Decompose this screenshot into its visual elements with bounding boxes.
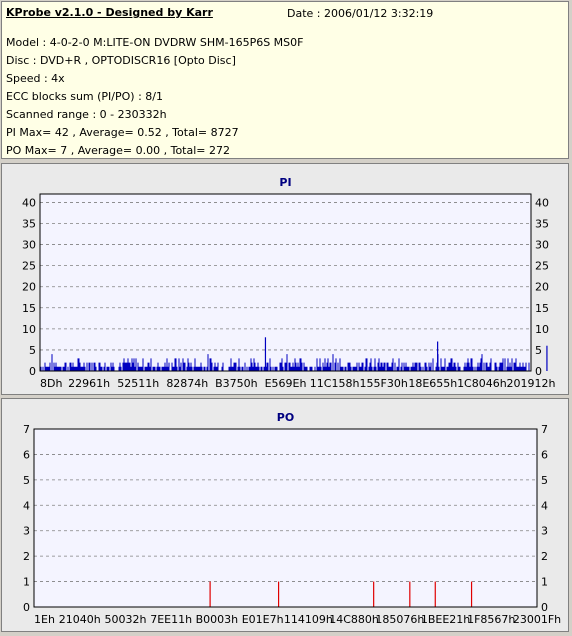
y-tick-label-right: 7 (541, 423, 548, 436)
y-tick-label-left: 40 (22, 196, 36, 209)
x-tick-label: 185076h (375, 613, 424, 626)
x-tick-label: 201912h (507, 377, 556, 390)
y-tick-label-right: 25 (535, 260, 549, 273)
plot-frame (39, 193, 532, 372)
y-tick-label-right: 1 (541, 576, 548, 589)
plot-area (34, 429, 537, 607)
po-chart: PO 0 0 1 1 2 2 3 3 4 4 5 5 6 6 7 7 1Eh 21040h 50032h 7EE11h B… (23, 411, 561, 626)
pi-chart: PI 0 0 5 5 10 10 15 15 20 20 25 25 30 30 35 35 40 40 8Dh 229… (22, 176, 556, 390)
x-tick-label: 8Dh (40, 377, 62, 390)
x-tick-label: 11C158h (310, 377, 360, 390)
y-tick-label-left: 5 (23, 474, 30, 487)
y-tick-label-left: 6 (23, 448, 30, 461)
x-tick-label: 82874h (166, 377, 208, 390)
y-tick-label-right: 4 (541, 499, 548, 512)
plot-area (40, 194, 531, 371)
x-tick-label: 22961h (68, 377, 110, 390)
y-tick-label-right: 20 (535, 281, 549, 294)
x-tick-label: 1C8046h (457, 377, 507, 390)
y-tick-label-left: 1 (23, 576, 30, 589)
disc-line: Disc : DVD+R , OPTODISCR16 [Opto Disc] (6, 54, 236, 67)
x-tick-label: 50032h (104, 613, 146, 626)
info-panel: KProbe v2.1.0 - Designed by Karr Date : … (1, 1, 569, 159)
x-tick-label: 155F30h (360, 377, 408, 390)
y-tick-label-right: 2 (541, 550, 548, 563)
y-tick-label-left: 15 (22, 302, 36, 315)
x-tick-label: 1F8567h (467, 613, 515, 626)
x-tick-label: 1BEE21h (421, 613, 470, 626)
po-chart-panel: PO 0 0 1 1 2 2 3 3 4 4 5 5 6 6 7 7 1Eh 21040h 50032h 7EE11h B… (1, 398, 569, 632)
po-summary-line: PO Max= 7 , Average= 0.00 , Total= 272 (6, 144, 230, 157)
y-tick-label-left: 10 (22, 323, 36, 336)
y-tick-label-left: 2 (23, 550, 30, 563)
y-tick-label-left: 7 (23, 423, 30, 436)
y-tick-label-right: 10 (535, 323, 549, 336)
y-tick-label-right: 0 (541, 601, 548, 614)
model-line: Model : 4-0-2-0 M:LITE-ON DVDRW SHM-165P… (6, 36, 304, 49)
x-tick-label: B0003h (196, 613, 239, 626)
y-tick-label-right: 15 (535, 302, 549, 315)
plot-frame (33, 428, 538, 608)
chart-title: PO (277, 411, 294, 424)
y-tick-label-left: 25 (22, 260, 36, 273)
y-tick-label-right: 6 (541, 448, 548, 461)
chart-title: PI (279, 176, 291, 189)
x-tick-label: E569Eh (265, 377, 307, 390)
y-tick-label-right: 30 (535, 239, 549, 252)
y-tick-label-left: 30 (22, 239, 36, 252)
y-tick-label-left: 0 (23, 601, 30, 614)
y-tick-label-left: 3 (23, 525, 30, 538)
y-tick-label-right: 0 (535, 365, 542, 378)
x-tick-label: 14C880h (329, 613, 379, 626)
y-tick-label-right: 40 (535, 196, 549, 209)
y-tick-label-left: 0 (29, 365, 36, 378)
y-tick-label-right: 5 (535, 344, 542, 357)
x-tick-label: 23001Fh (513, 613, 561, 626)
y-tick-label-left: 4 (23, 499, 30, 512)
x-tick-label: E01E7h (242, 613, 284, 626)
x-tick-label: 18E655h (408, 377, 457, 390)
range-line: Scanned range : 0 - 230332h (6, 108, 167, 121)
y-tick-label-left: 35 (22, 218, 36, 231)
app-title: KProbe v2.1.0 - Designed by Karr (6, 6, 213, 19)
x-tick-label: 21040h (59, 613, 101, 626)
y-tick-label-right: 3 (541, 525, 548, 538)
x-tick-label: 114109h (284, 613, 333, 626)
y-tick-label-right: 5 (541, 474, 548, 487)
scan-date: Date : 2006/01/12 3:32:19 (287, 7, 434, 20)
pi-summary-line: PI Max= 42 , Average= 0.52 , Total= 8727 (6, 126, 239, 139)
ecc-line: ECC blocks sum (PI/PO) : 8/1 (6, 90, 163, 103)
x-tick-label: 52511h (117, 377, 159, 390)
speed-line: Speed : 4x (6, 72, 65, 85)
x-tick-label: 7EE11h (150, 613, 192, 626)
x-tick-label: B3750h (215, 377, 258, 390)
x-tick-label: 1Eh (34, 613, 55, 626)
pi-chart-panel: PI 0 0 5 5 10 10 15 15 20 20 25 25 30 30 35 35 40 40 8Dh 229… (1, 163, 569, 395)
y-tick-label-left: 5 (29, 344, 36, 357)
y-tick-label-right: 35 (535, 218, 549, 231)
y-tick-label-left: 20 (22, 281, 36, 294)
